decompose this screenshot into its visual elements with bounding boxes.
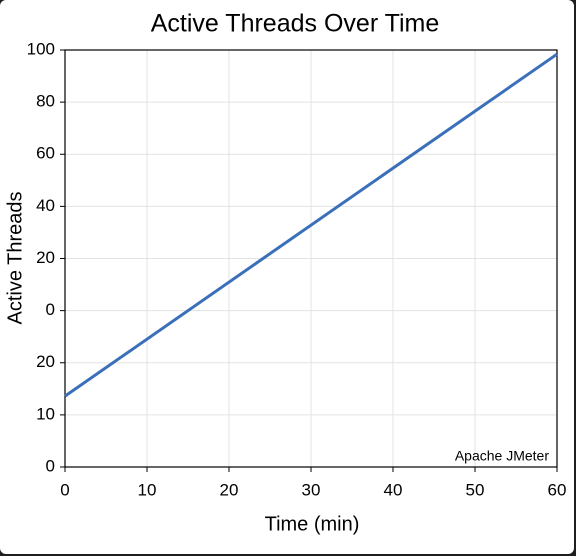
y-tick-label: 100 [27,39,55,58]
data-line [64,52,558,398]
plot-frame [64,49,558,468]
y-axis-label: Active Threads [4,191,26,324]
x-tick-label: 40 [384,480,403,499]
y-tick-label: 0 [46,456,55,475]
x-tick-label: 0 [60,480,69,499]
y-tick-label: 80 [36,92,55,111]
x-tick-label: 20 [220,480,239,499]
x-tick-label: 50 [466,480,485,499]
y-tick-label: 40 [36,196,55,215]
y-tick-label: 60 [36,144,55,163]
y-tick-label: 10 [36,404,55,423]
annotation: Apache JMeter [455,448,549,464]
y-tick-label: 20 [36,352,55,371]
x-tick-label: 60 [548,480,567,499]
chart-title: Active Threads Over Time [151,10,440,38]
x-tick-label: 30 [302,480,321,499]
x-axis-label: Time (min) [265,513,360,535]
x-tick-label: 10 [138,480,157,499]
y-tick-label: 0 [46,300,55,319]
y-tick-label: 20 [36,248,55,267]
